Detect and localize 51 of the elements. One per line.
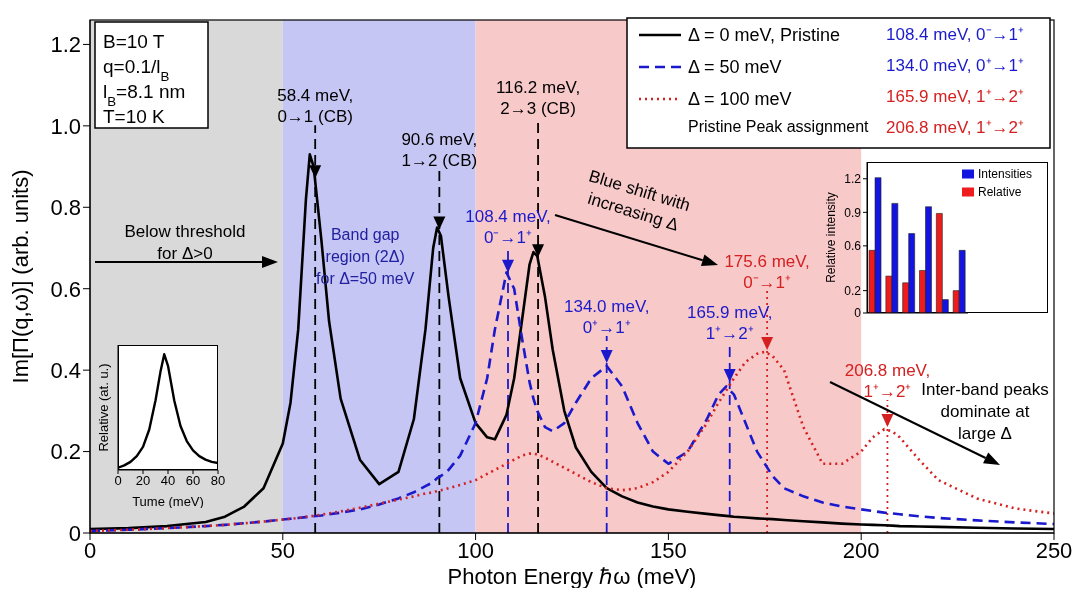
- ref-line-label: 116.2 meV, 2→3 (CB): [496, 78, 581, 119]
- x-tick-label: 50: [270, 537, 296, 563]
- x-tick-label: 100: [457, 537, 494, 563]
- y-tick-label: 0.6: [844, 239, 862, 254]
- x-axis-title: Tume (meV): [132, 494, 204, 509]
- y-tick-label: 0.2: [50, 439, 81, 465]
- annotation: T=10 K: [103, 106, 166, 127]
- ref-line-label: 165.9 meV, 1⁺→2⁺: [687, 303, 773, 343]
- y-tick-label: 0.4: [50, 357, 81, 383]
- annotation: 165.9 meV, 1⁺→2⁺: [886, 87, 1025, 106]
- x-tick-label: 60: [185, 473, 201, 489]
- ref-line-label: 134.0 meV, 0⁺→1⁺: [564, 297, 650, 338]
- y-tick-label: 1.2: [50, 32, 81, 58]
- y-tick-label: 0: [854, 306, 862, 321]
- x-tick-label: 250: [1035, 537, 1073, 563]
- x-tick-label: 200: [842, 537, 880, 563]
- annotation: Below threshold for Δ>0: [124, 222, 246, 263]
- y-tick-label: 0: [68, 520, 81, 546]
- annotation: Pristine Peak assignment: [688, 118, 870, 135]
- y-axis-title: Relative (at. u.): [96, 363, 111, 452]
- y-tick-label: 0.2: [844, 283, 862, 298]
- annotation: l$_{B}$=8.1 nm: [103, 81, 186, 109]
- y-tick-label: 0.8: [50, 195, 81, 221]
- x-axis-title: Photon Energy ℏω (meV): [447, 564, 697, 589]
- y-tick-label: 0.9: [844, 205, 862, 220]
- y-tick-label: 1.2: [844, 172, 862, 187]
- y-tick-label: 0.6: [50, 276, 81, 302]
- y-axis-title: Im[Π(q,ω)] (arb. units): [8, 169, 33, 384]
- ref-line-label: 58.4 meV, 0→1 (CB): [277, 86, 354, 127]
- annotation: 134.0 meV, 0⁺→1⁺: [886, 56, 1025, 75]
- x-tick-label: 0: [114, 473, 122, 489]
- y-tick-label: 1.0: [50, 113, 81, 139]
- ref-line-label: 90.6 meV, 1→2 (CB): [401, 129, 478, 170]
- ref-line-label: 175.6 meV, 0⁻→1⁺: [724, 252, 810, 293]
- ref-line-label: 108.4 meV, 0⁻→1⁺: [465, 206, 551, 247]
- legend-label: Δ = 0 meV, Pristine: [688, 25, 840, 45]
- x-tick-label: 80: [210, 473, 226, 489]
- annotation: 108.4 meV, 0⁻→1⁺: [886, 25, 1025, 44]
- x-tick-label: 150: [650, 537, 687, 563]
- annotation: 206.8 meV, 1⁺→2⁺: [886, 118, 1025, 137]
- x-tick-label: 0: [83, 537, 97, 563]
- legend-label: Δ = 100 meV: [688, 89, 792, 109]
- y-axis-title: Relative intensity: [824, 192, 838, 283]
- legend-label: Δ = 50 meV: [688, 57, 782, 77]
- legend-label: Intensities: [977, 167, 1032, 181]
- x-tick-label: 40: [160, 473, 176, 489]
- annotation: Inter-band peaks dominate at large Δ: [921, 380, 1049, 443]
- x-tick-label: 20: [135, 473, 151, 489]
- legend-label: Relative: [977, 185, 1022, 199]
- annotation: B=10 T: [103, 31, 165, 52]
- annotation: q=0.1/l$_{B}$: [103, 56, 170, 84]
